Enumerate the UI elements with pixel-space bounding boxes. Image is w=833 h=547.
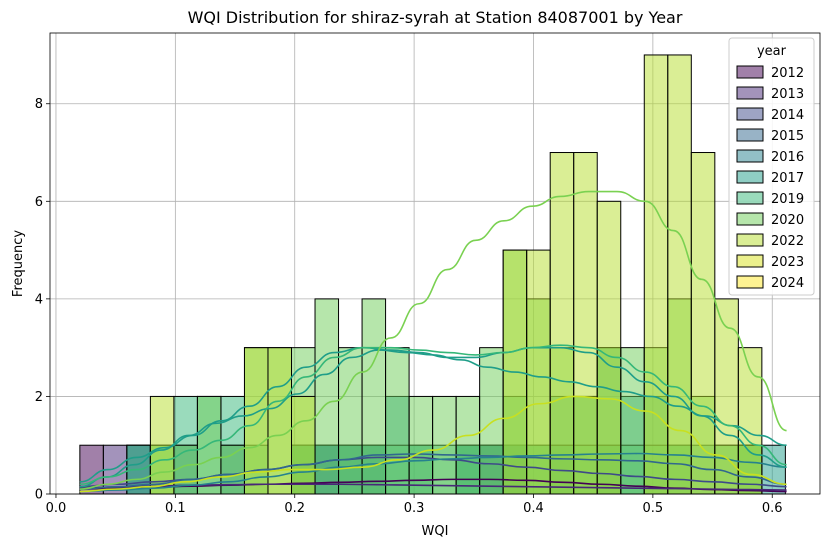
bar-2020 [338, 347, 363, 495]
legend-box [728, 37, 815, 296]
legend-label-2015: 2015 [771, 129, 804, 144]
x-tick-label: 0.6 [762, 501, 783, 516]
legend-swatch-2014 [736, 107, 764, 121]
y-axis-label: Frequency [11, 230, 26, 297]
legend-label-2014: 2014 [771, 108, 804, 123]
x-tick-label: 0.3 [404, 501, 425, 516]
bar-2022 [643, 54, 669, 495]
legend-label-2016: 2016 [771, 150, 804, 165]
plot-frame [49, 32, 821, 495]
x-tick-label: 0.5 [643, 501, 664, 516]
y-tick-label: 0 [35, 488, 43, 503]
y-tick-label: 4 [35, 292, 43, 307]
legend-swatch-2022 [736, 233, 764, 247]
legend-swatch-2013 [736, 86, 764, 100]
bar-2020 [314, 298, 340, 495]
kde-line-2023 [79, 395, 787, 493]
y-tick-label: 2 [35, 390, 43, 405]
x-tick-label: 0.1 [165, 501, 186, 516]
legend-title: year [757, 44, 787, 59]
legend-label-2020: 2020 [771, 213, 804, 228]
legend-label-2023: 2023 [771, 255, 804, 270]
legend-label-2022: 2022 [771, 234, 804, 249]
y-tick-label: 6 [35, 195, 43, 210]
kde-curves [79, 190, 787, 493]
bar-2022 [291, 395, 316, 495]
bar-2022 [573, 152, 598, 495]
legend-label-2012: 2012 [771, 66, 804, 81]
bar-2020 [220, 444, 245, 495]
x-tick-label: 0.0 [46, 501, 67, 516]
kde-line-2016 [79, 452, 787, 493]
bar-2022 [149, 395, 175, 495]
legend-swatch-2020 [736, 212, 764, 226]
x-tick-label: 0.4 [523, 501, 544, 516]
legend-swatch-2024 [736, 275, 764, 289]
bar-2022 [714, 298, 739, 495]
kde-line-2022 [79, 190, 787, 490]
y-tick-label: 8 [35, 97, 43, 112]
kde-line-2020 [79, 344, 787, 486]
legend: year 2012 2013 2014 2015 2016 2017 2019 2020 2022… [728, 37, 815, 296]
legend-swatch-2015 [736, 128, 764, 142]
legend-label-2024: 2024 [771, 276, 804, 291]
legend-label-2019: 2019 [771, 192, 804, 207]
axis-ticks: 0.0 0.1 0.2 0.3 0.4 0.5 0.6 0 2 4 6 8 [35, 97, 783, 516]
bar-2020 [385, 347, 410, 495]
legend-swatch-2019 [736, 191, 764, 205]
legend-label-2017: 2017 [771, 171, 804, 186]
bar-2022 [596, 200, 622, 495]
legend-label-2013: 2013 [771, 87, 804, 102]
kde-line-2015 [79, 453, 787, 490]
legend-swatch-2023 [736, 254, 764, 268]
bar-2022 [690, 152, 716, 495]
legend-swatch-2012 [736, 65, 764, 79]
x-axis-label: WQI [422, 524, 449, 539]
bar-2022 [267, 347, 293, 495]
bar-2022 [549, 152, 575, 495]
kde-line-2019 [79, 346, 787, 483]
legend-swatch-2016 [736, 149, 764, 163]
x-tick-label: 0.2 [284, 501, 305, 516]
legend-swatch-2017 [736, 170, 764, 184]
chart-title: WQI Distribution for shiraz-syrah at Sta… [188, 8, 683, 27]
